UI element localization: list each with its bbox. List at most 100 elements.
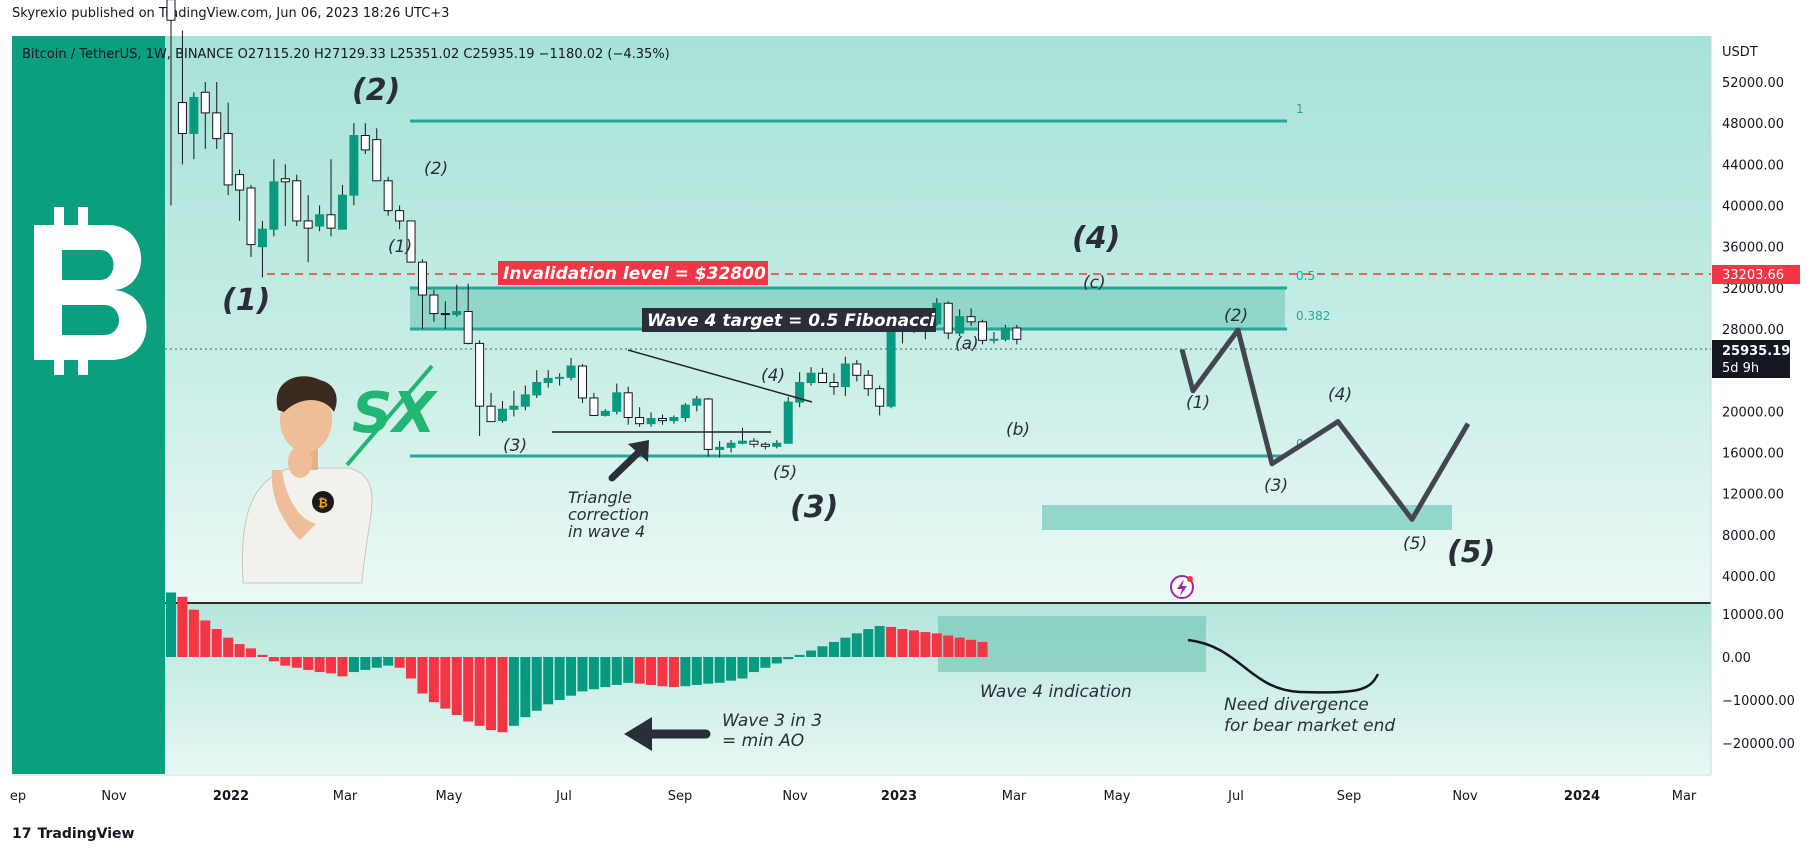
candle-body xyxy=(360,135,370,151)
time-axis-label[interactable]: ep xyxy=(10,789,26,804)
fib-label-1: 1 xyxy=(1296,102,1304,116)
candles xyxy=(166,0,1022,458)
time-axis-label[interactable]: Mar xyxy=(333,789,358,804)
alert-icon[interactable] xyxy=(1170,575,1194,599)
ao-bar xyxy=(166,592,176,657)
ao-bar xyxy=(394,657,405,668)
candle-body xyxy=(440,313,450,316)
bitcoin-icon xyxy=(34,207,147,375)
time-axis-label[interactable]: Mar xyxy=(1002,789,1027,804)
time-axis-label[interactable]: 2024 xyxy=(1564,789,1600,804)
time-axis-label[interactable]: 2023 xyxy=(881,789,917,804)
wave-b: (b) xyxy=(1006,420,1030,440)
candle-body xyxy=(497,408,507,422)
last-price-label: 25935.19 xyxy=(1722,344,1790,359)
svg-text:₿: ₿ xyxy=(318,496,328,510)
ao-bar xyxy=(783,657,794,660)
ao-bar xyxy=(508,657,519,726)
price-axis-bg[interactable] xyxy=(1712,36,1802,776)
wave-major-4: (4) xyxy=(1072,221,1120,256)
ao-bar xyxy=(680,657,691,687)
candle-body xyxy=(532,382,542,396)
candle-body xyxy=(806,372,816,384)
time-axis-label[interactable]: Jul xyxy=(1227,789,1244,804)
ao-bar xyxy=(657,657,668,687)
candle-body xyxy=(612,392,622,412)
ohlc-low: L25351.02 xyxy=(390,47,459,62)
time-axis-label[interactable]: 2022 xyxy=(213,789,249,804)
ao-bar xyxy=(234,644,245,657)
price-axis-label: 48000.00 xyxy=(1722,117,1784,132)
candle-body xyxy=(555,376,565,379)
candle-body xyxy=(955,316,965,334)
candle-body xyxy=(989,338,999,341)
ao-bar xyxy=(406,657,417,679)
wave-minor-5: (5) xyxy=(773,463,797,483)
candle-body xyxy=(246,187,256,246)
ao-bar xyxy=(268,657,279,662)
time-axis-label[interactable]: Nov xyxy=(782,789,808,804)
brand-logo-text: SX xyxy=(352,381,438,446)
candle-body xyxy=(1012,327,1022,340)
time-axis-label[interactable]: Mar xyxy=(1672,789,1697,804)
candle-body xyxy=(692,398,702,406)
ao-bar xyxy=(531,657,542,711)
ao-bar xyxy=(337,657,348,677)
time-axis-label[interactable]: Jul xyxy=(555,789,572,804)
tradingview-brand-text: TradingView xyxy=(37,826,135,842)
bitcoin-panel xyxy=(12,36,165,774)
ao-bar xyxy=(200,620,211,657)
ao-bar xyxy=(326,657,337,674)
ao-bar xyxy=(886,626,897,657)
wave-major-5: (5) xyxy=(1447,535,1495,570)
invalidation-price-tag xyxy=(1712,265,1800,284)
candle-body xyxy=(520,394,530,407)
candle-body xyxy=(212,112,222,140)
candle-body xyxy=(726,442,736,448)
ao-bar xyxy=(211,629,222,657)
candle-body xyxy=(978,321,988,341)
candle-body xyxy=(315,214,325,227)
ao-bar xyxy=(794,654,805,657)
ao-bar xyxy=(646,657,657,685)
ao-bar xyxy=(611,657,622,685)
candle-body xyxy=(760,443,770,447)
ao-pane-bg xyxy=(12,604,1711,774)
candle-body xyxy=(349,135,359,196)
time-axis-labels[interactable]: ep Nov 2022 Mar May Jul Sep Nov 2023 Mar May Jul Sep… xyxy=(10,789,1697,804)
triangle-note-2: correction xyxy=(568,505,649,524)
time-axis-label[interactable]: Sep xyxy=(1337,789,1362,804)
time-axis-label[interactable]: Sep xyxy=(668,789,693,804)
candle-body xyxy=(200,91,210,114)
publish-info: Skyrexio published on TradingView.com, J… xyxy=(12,6,450,21)
candle-body xyxy=(875,388,885,407)
ao-bar xyxy=(348,657,359,673)
candle-body xyxy=(257,228,267,248)
tradingview-brand[interactable]: 17 TradingView xyxy=(12,826,134,842)
candle-body xyxy=(680,404,690,419)
ao-bar xyxy=(600,657,611,688)
time-axis-label[interactable]: Nov xyxy=(101,789,127,804)
triangle-upper-line xyxy=(627,349,813,403)
ao-bar xyxy=(737,657,748,679)
wave-c: (c) xyxy=(1083,273,1106,293)
wave-projection-line xyxy=(1179,327,1471,522)
divergence-text-1: Need divergence xyxy=(1224,695,1369,715)
person-illustration: ₿ xyxy=(241,376,373,584)
price-axis-label: 52000.00 xyxy=(1722,76,1784,91)
candle-body xyxy=(577,365,587,399)
time-axis-label[interactable]: May xyxy=(436,789,463,804)
ao-bar xyxy=(840,637,851,657)
triangle-note-3: in wave 4 xyxy=(568,522,645,541)
fib-label-05: 0.5 xyxy=(1296,269,1315,283)
time-axis-label[interactable]: Nov xyxy=(1452,789,1478,804)
price-axis-label: 8000.00 xyxy=(1722,529,1776,544)
symbol-info: Bitcoin / TetherUS, 1W, BINANCE O27115.2… xyxy=(22,47,670,62)
candle-body xyxy=(326,214,336,229)
ao-bar xyxy=(451,657,462,716)
time-axis-label[interactable]: May xyxy=(1104,789,1131,804)
last-price-tag xyxy=(1712,340,1790,378)
candle-body xyxy=(943,302,953,334)
candle-body xyxy=(703,398,713,450)
